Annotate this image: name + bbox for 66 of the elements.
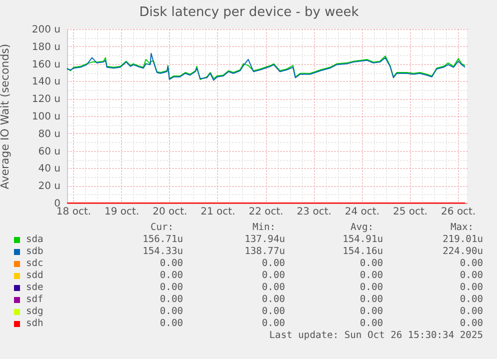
text: 138.77u (244, 246, 285, 258)
text: 0.00 (160, 318, 183, 330)
legend-label: sdg (26, 306, 44, 318)
legend-label: sda (26, 234, 44, 246)
text: 0.00 (460, 258, 483, 270)
text: 0.00 (460, 318, 483, 330)
text: Avg: (350, 222, 374, 234)
text: 0.00 (460, 306, 483, 318)
text: Cur: (150, 222, 174, 234)
text: 156.71u (142, 234, 183, 246)
text: 0.00 (160, 306, 183, 318)
x-tick-label: 19 oct. (104, 206, 140, 218)
y-axis-title: Average IO Wait (seconds) (0, 44, 12, 190)
text: 154.91u (342, 234, 383, 246)
x-tick-label: 20 oct. (152, 206, 188, 218)
x-tick-label: 21 oct. (200, 206, 236, 218)
legend-label: sdd (26, 270, 44, 282)
chart-title: Disk latency per device - by week (139, 5, 360, 20)
text: 0.00 (360, 306, 383, 318)
y-tick-label: 100 u (32, 112, 60, 122)
text: 0.00 (460, 294, 483, 306)
text: 0.00 (160, 270, 183, 282)
y-tick-label: 80 u (38, 128, 60, 140)
text: 0.00 (360, 258, 383, 270)
text: 0.00 (262, 318, 285, 330)
text: 224.90u (442, 246, 483, 258)
text: Min: (252, 222, 276, 234)
x-tick-label: 18 oct. (56, 206, 92, 218)
legend-label: sdc (26, 258, 44, 270)
text: 137.94u (244, 234, 285, 246)
x-tick-label: 22 oct. (248, 206, 284, 218)
text: 0.00 (460, 282, 483, 294)
text: 0.00 (160, 258, 183, 270)
text: 0.00 (262, 258, 285, 270)
text: 154.16u (342, 246, 383, 258)
text: Max: (450, 222, 474, 234)
text: 0.00 (262, 306, 285, 318)
text: 0.00 (160, 294, 183, 306)
legend-label: sdh (26, 318, 44, 330)
y-tick-label: 140 u (32, 76, 60, 88)
legend-label: sdf (26, 294, 44, 306)
text: 0.00 (160, 282, 183, 294)
text: 0.00 (262, 294, 285, 306)
x-tick-label: 25 oct. (392, 206, 428, 218)
y-tick-label: 200 u (32, 24, 60, 36)
text: 0.00 (460, 270, 483, 282)
text: 0.00 (262, 270, 285, 282)
text: 0.00 (360, 270, 383, 282)
text: Last update: Sun Oct 26 15:30:34 2025 (269, 330, 483, 342)
y-tick-label: 40 u (38, 164, 60, 175)
text: 0.00 (360, 318, 383, 330)
text: 0.00 (360, 282, 383, 294)
y-tick-label: 20 u (38, 181, 60, 192)
y-tick-label: 60 u (38, 146, 60, 158)
y-tick-label: 180 u (32, 42, 60, 53)
text: 154.33u (142, 246, 183, 258)
y-tick-label: 160 u (32, 59, 60, 70)
x-tick-label: 24 oct. (344, 206, 380, 218)
x-tick-label: 23 oct. (296, 206, 332, 218)
legend-label: sde (26, 282, 44, 294)
legend-label: sdb (26, 246, 44, 258)
x-tick-label: 26 oct. (441, 206, 476, 218)
text: 0.00 (360, 294, 383, 306)
y-tick-label: 120 u (32, 94, 60, 106)
text: 219.01u (442, 234, 483, 246)
text: 0.00 (262, 282, 285, 294)
